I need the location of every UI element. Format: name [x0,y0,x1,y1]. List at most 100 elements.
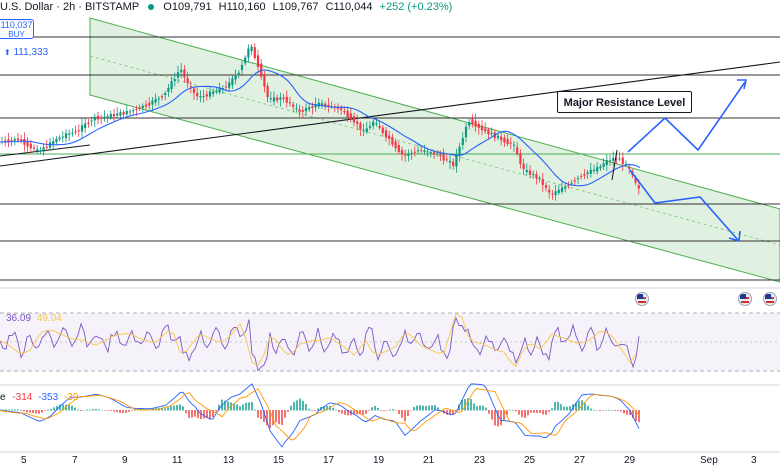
macd-histogram-bar [341,410,343,414]
macd-histogram-bar [632,410,634,418]
macd-histogram-bar [38,410,40,414]
candle-body [458,146,461,156]
macd-histogram-bar [398,410,400,415]
macd-histogram-bar [125,410,127,413]
macd-histogram-bar [539,410,541,414]
macd-histogram-bar [566,406,568,411]
macd-histogram-bar [464,399,466,411]
macd-histogram-bar [179,404,181,411]
macd-histogram-bar [23,410,25,412]
candle-body [292,104,295,107]
macd-histogram-bar [365,410,367,414]
candle-body [525,169,528,172]
macd-histogram-bar [389,409,391,411]
candle-body [240,64,244,71]
time-axis-label: 25 [524,455,536,466]
macd-histogram-bar [104,410,106,411]
candle-body [10,140,13,142]
macd-histogram-bar [332,407,334,411]
candle-body [538,177,541,179]
macd-histogram-bar [98,409,100,411]
candle-body [628,166,631,169]
moving-average [0,69,641,187]
candle-body [221,88,224,90]
rising-trendline[interactable] [0,61,780,167]
economic-event-flag-icon[interactable] [763,292,777,306]
candle-body [480,125,484,131]
macd-values: e -314 -353 -39 [0,392,78,403]
time-axis-label: 13 [223,455,235,466]
macd-histogram-bar [374,405,376,411]
candle-body [96,115,100,120]
candle-body [116,113,119,116]
macd-histogram-bar [284,410,286,418]
macd-histogram-bar [509,409,511,411]
candle-body [180,69,183,72]
macd-histogram-bar [377,408,379,411]
candle-body [247,48,250,58]
candle-body [208,91,212,97]
candle-body [580,175,583,177]
rsi-panel[interactable] [0,287,780,372]
candle-body [186,78,189,84]
candle-body [173,79,176,82]
candle-body [452,161,455,166]
candle-body [519,153,522,164]
candle-body [269,98,272,100]
candle-body [429,152,432,154]
candle-body [404,154,407,156]
macd-histogram-bar [209,410,211,419]
up-arrow-icon: ⬆ [4,48,11,57]
candle-body [439,154,442,157]
macd-panel[interactable] [0,383,780,453]
candle-body [189,86,192,88]
candle-body [199,96,202,98]
buy-button[interactable]: 110,037 BUY [0,19,34,39]
macd-histogram-bar [191,410,193,418]
candle-body [608,160,612,162]
candle-body [432,152,436,155]
macd-histogram-bar [314,410,316,411]
candle-body [445,159,448,161]
macd-histogram-bar [308,408,310,411]
candle-body [276,97,279,101]
economic-event-flag-icon[interactable] [635,292,649,306]
candle-body [592,169,596,172]
macd-histogram-bar [425,406,427,411]
macd-histogram-bar [335,409,337,411]
macd-histogram-bar [290,405,292,411]
macd-label: e [0,392,6,403]
symbol-header: U.S. Dollar · 2h · BITSTAMP O109,791 H11… [0,1,452,17]
macd-histogram-bar [80,410,82,412]
macd-histogram-bar [299,398,301,411]
candle-body [288,102,292,104]
macd-histogram-bar [245,402,247,411]
horizontal-levels[interactable] [0,36,780,281]
candle-body [349,113,352,120]
buy-label: BUY [8,30,25,39]
macd-histogram-bar [212,410,214,418]
economic-event-flag-icon[interactable] [738,292,752,306]
candle-body [397,145,400,153]
macd-histogram-bar [590,408,592,411]
candle-body [55,138,58,143]
candle-body [503,137,506,143]
macd-histogram-bar [368,410,370,411]
macd-histogram-bar [347,410,349,416]
major-resistance-label[interactable]: Major Resistance Level [557,91,692,113]
candle-body [119,112,122,116]
candle-body [589,169,592,174]
projection-arrows[interactable] [611,79,747,243]
candle-body [205,94,208,97]
symbol-title[interactable]: U.S. Dollar · 2h · BITSTAMP [0,1,140,13]
candle-body [551,193,554,195]
candle-body [618,158,621,160]
candle-body [624,163,628,165]
candle-body [138,107,141,109]
candle-body [420,150,423,152]
macd-histogram-bar [380,410,382,411]
descending-channel[interactable] [89,17,780,283]
time-axis-label: 23 [474,455,486,466]
macd-line-value: -353 [38,392,59,403]
